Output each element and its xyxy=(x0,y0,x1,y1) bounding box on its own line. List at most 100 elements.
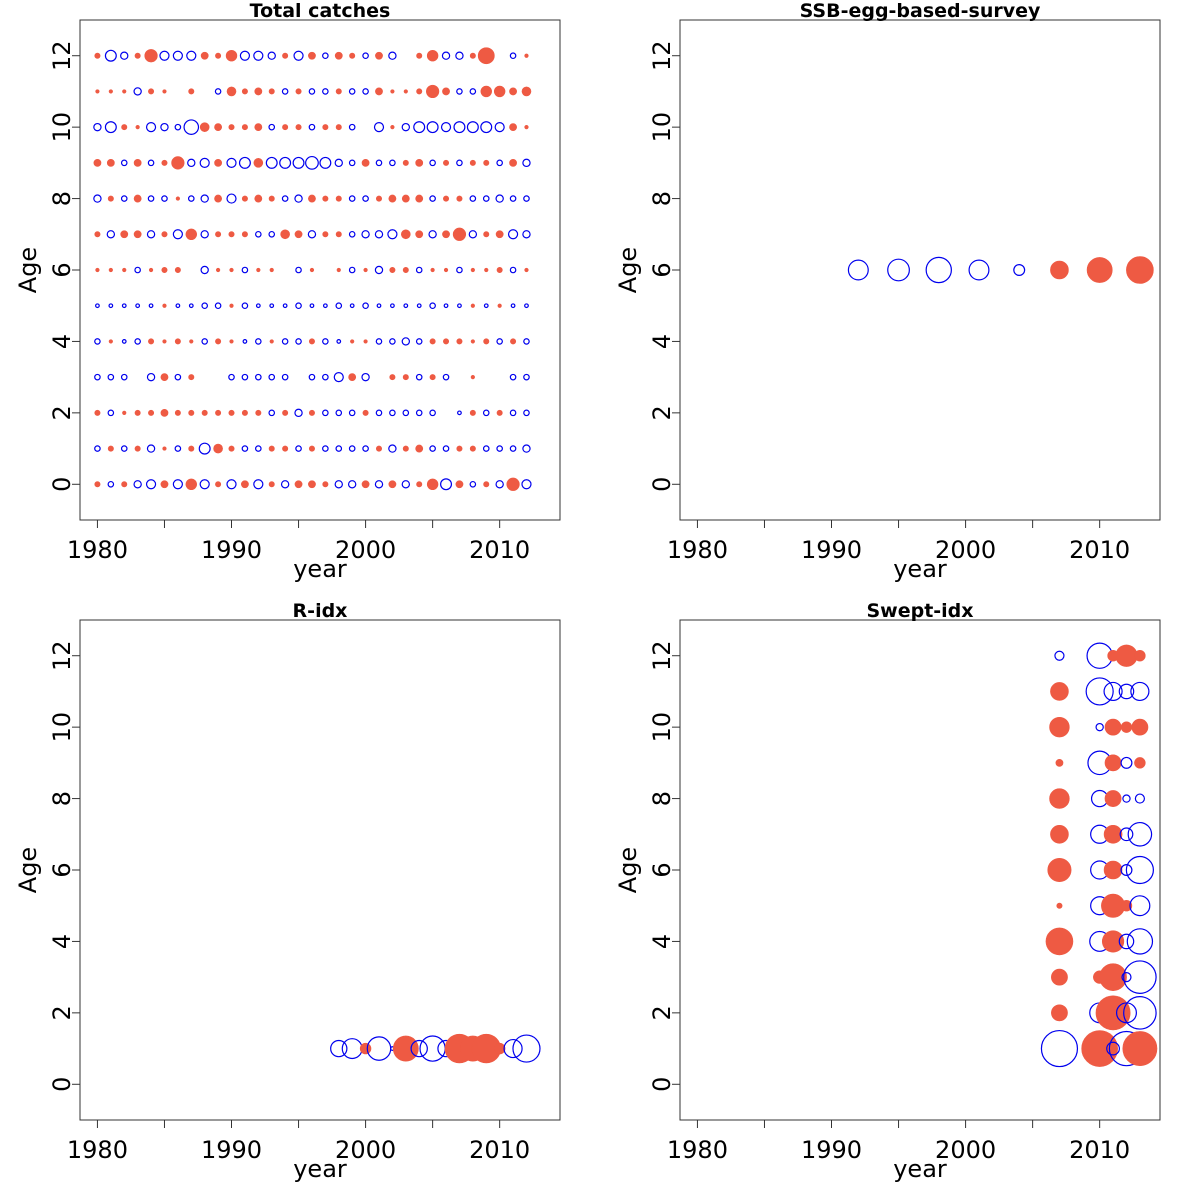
positive-residual-bubble xyxy=(213,443,223,454)
positive-residual-bubble xyxy=(483,159,490,166)
positive-residual-bubble xyxy=(375,51,383,60)
negative-residual-bubble xyxy=(199,479,210,490)
positive-residual-bubble xyxy=(108,89,113,94)
negative-residual-bubble xyxy=(268,409,276,417)
positive-residual-bubble xyxy=(1051,1004,1068,1022)
positive-residual-bubble xyxy=(335,231,342,238)
negative-residual-bubble xyxy=(494,122,505,133)
positive-residual-bubble xyxy=(107,445,114,452)
positive-residual-bubble xyxy=(1134,757,1146,769)
positive-residual-bubble xyxy=(1134,650,1146,662)
positive-residual-bubble xyxy=(1120,900,1133,912)
positive-residual-bubble xyxy=(375,87,383,96)
positive-residual-bubble xyxy=(94,52,101,59)
negative-residual-bubble xyxy=(146,372,156,382)
negative-residual-bubble xyxy=(322,445,329,452)
positive-residual-bubble xyxy=(148,88,155,95)
positive-residual-bubble xyxy=(1101,930,1125,953)
negative-residual-bubble xyxy=(198,442,211,455)
negative-residual-bubble xyxy=(107,480,115,488)
positive-residual-bubble xyxy=(429,374,436,381)
positive-residual-bubble xyxy=(106,158,115,167)
negative-residual-bubble xyxy=(362,88,369,95)
negative-residual-bubble xyxy=(522,230,531,239)
negative-residual-bubble xyxy=(522,158,531,168)
negative-residual-bubble xyxy=(107,373,115,381)
negative-residual-bubble xyxy=(362,445,369,452)
positive-residual-bubble xyxy=(402,159,409,166)
negative-residual-bubble xyxy=(255,373,262,381)
negative-residual-bubble xyxy=(295,338,302,345)
positive-residual-bubble xyxy=(524,53,529,58)
negative-residual-bubble xyxy=(495,480,504,489)
x-tick-label: 1980 xyxy=(67,1136,128,1164)
negative-residual-bubble xyxy=(441,51,451,60)
negative-residual-bubble xyxy=(268,123,276,131)
negative-residual-bubble xyxy=(1130,681,1150,702)
negative-residual-bubble xyxy=(483,303,489,309)
negative-residual-bubble xyxy=(523,338,530,345)
negative-residual-bubble xyxy=(457,410,462,416)
positive-residual-bubble xyxy=(416,52,423,59)
negative-residual-bubble xyxy=(335,445,343,452)
positive-residual-bubble xyxy=(1051,968,1068,986)
positive-residual-bubble xyxy=(497,303,502,308)
negative-residual-bubble xyxy=(269,303,275,309)
negative-residual-bubble xyxy=(322,52,329,60)
negative-residual-bubble xyxy=(161,195,168,202)
negative-residual-bubble xyxy=(362,52,369,60)
x-tick-label: 1980 xyxy=(667,1136,728,1164)
negative-residual-bubble xyxy=(106,230,116,239)
positive-residual-bubble xyxy=(452,227,467,241)
positive-residual-bubble xyxy=(133,158,142,167)
positive-residual-bubble xyxy=(401,194,410,203)
negative-residual-bubble xyxy=(524,303,529,309)
negative-residual-bubble xyxy=(308,88,316,95)
negative-residual-bubble xyxy=(199,157,210,168)
negative-residual-bubble xyxy=(322,409,329,417)
positive-residual-bubble xyxy=(524,125,529,130)
positive-residual-bubble xyxy=(495,230,504,239)
positive-residual-bubble xyxy=(309,267,315,273)
positive-residual-bubble xyxy=(1131,718,1149,736)
positive-residual-bubble xyxy=(470,375,475,380)
negative-residual-bubble xyxy=(468,230,478,239)
positive-residual-bubble xyxy=(122,410,127,415)
negative-residual-bubble xyxy=(968,259,990,281)
negative-residual-bubble xyxy=(135,303,141,309)
x-axis-label: year xyxy=(893,1155,947,1183)
negative-residual-bubble xyxy=(415,373,423,381)
negative-residual-bubble xyxy=(238,156,251,169)
negative-residual-bubble xyxy=(1118,683,1135,700)
negative-residual-bubble xyxy=(1013,264,1026,277)
negative-residual-bubble xyxy=(295,302,302,310)
negative-residual-bubble xyxy=(509,373,517,381)
y-tick-label: 2 xyxy=(648,405,676,420)
negative-residual-bubble xyxy=(496,445,503,452)
positive-residual-bubble xyxy=(362,409,369,416)
negative-residual-bubble xyxy=(429,195,436,202)
positive-residual-bubble xyxy=(388,480,397,489)
positive-residual-bubble xyxy=(295,88,302,95)
positive-residual-bubble xyxy=(215,338,222,345)
positive-residual-bubble xyxy=(144,49,158,63)
positive-residual-bubble xyxy=(426,478,439,490)
negative-residual-bubble xyxy=(1125,855,1154,885)
negative-residual-bubble xyxy=(375,159,383,167)
positive-residual-bubble xyxy=(122,267,127,273)
negative-residual-bubble xyxy=(348,266,356,274)
negative-residual-bubble xyxy=(415,409,423,417)
negative-residual-bubble xyxy=(401,480,411,489)
positive-residual-bubble xyxy=(426,50,439,62)
positive-residual-bubble xyxy=(107,195,114,202)
negative-residual-bubble xyxy=(1119,827,1134,842)
positive-residual-bubble xyxy=(469,445,476,452)
negative-residual-bubble xyxy=(94,445,101,452)
positive-residual-bubble xyxy=(392,1035,419,1062)
y-tick-label: 10 xyxy=(48,712,76,743)
y-tick-label: 4 xyxy=(648,934,676,949)
positive-residual-bubble xyxy=(402,374,409,381)
negative-residual-bubble xyxy=(322,373,329,381)
positive-residual-bubble xyxy=(443,338,450,345)
negative-residual-bubble xyxy=(186,50,197,61)
